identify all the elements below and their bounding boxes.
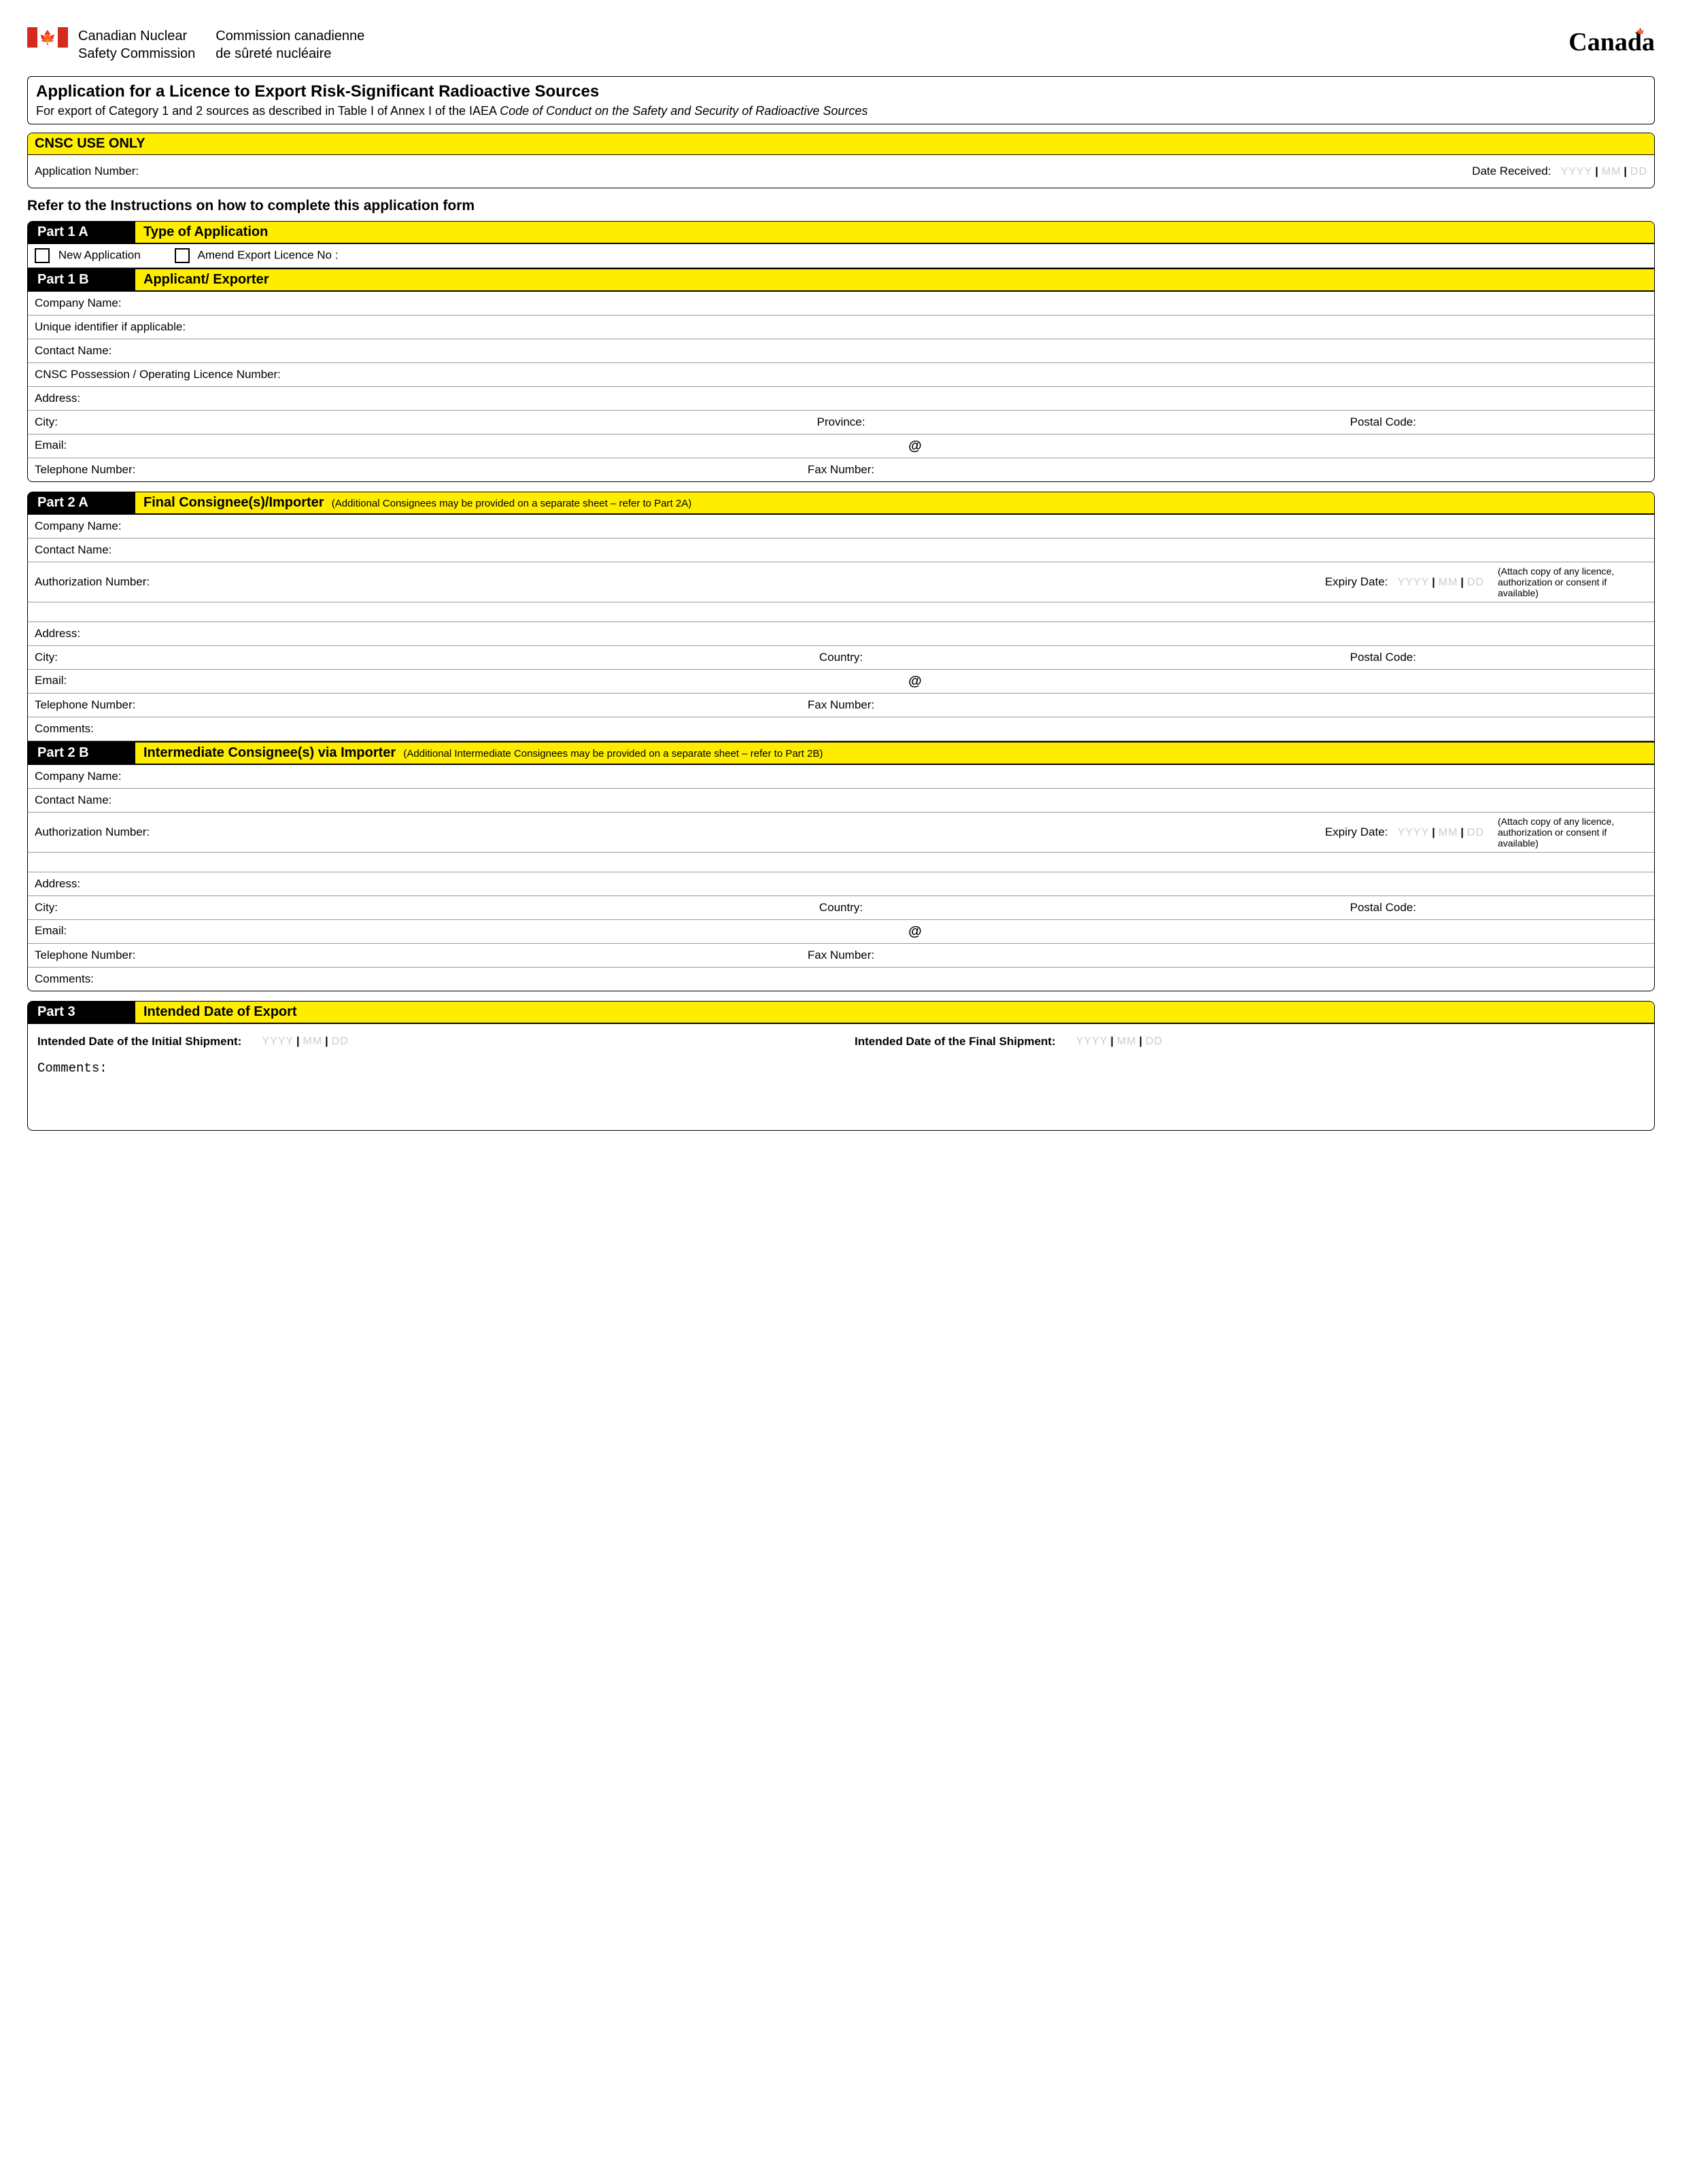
instruction-heading: Refer to the Instructions on how to comp… [27,198,1655,214]
amend-checkbox[interactable] [175,248,190,263]
amend-label: Amend Export Licence No : [198,248,339,261]
page-header: 🍁 Canadian Nuclear Safety Commission Com… [27,27,1655,63]
p2b-comments-label: Comments: [35,972,94,986]
licence-number-label: CNSC Possession / Operating Licence Numb… [35,368,281,381]
header-left: 🍁 Canadian Nuclear Safety Commission Com… [27,27,364,63]
part1a-header: Part 1 A Type of Application [28,222,1654,244]
cnsc-only-box: CNSC USE ONLY Application Number: Date R… [27,133,1655,188]
p2a-city-label: City: [35,651,563,664]
contact-name-label: Contact Name: [35,344,111,358]
date-received-label: Date Received: [1472,165,1551,177]
p2a-address-label: Address: [35,627,80,641]
p3-final-label: Intended Date of the Final Shipment: [855,1035,1056,1048]
p2b-company-label: Company Name: [35,770,122,783]
telephone-label: Telephone Number: [35,463,563,477]
part1-box: Part 1 A Type of Application New Applica… [27,221,1655,482]
p2a-contact-label: Contact Name: [35,543,111,557]
new-application-checkbox[interactable] [35,248,50,263]
address-label: Address: [35,392,80,405]
p2a-fax-label: Fax Number: [577,698,1105,712]
date-received-input[interactable]: YYYY|MM|DD [1561,166,1647,177]
p2b-tel-label: Telephone Number: [35,949,563,962]
p2a-tel-label: Telephone Number: [35,698,563,712]
p2a-expiry-label: Expiry Date: [1325,575,1388,588]
p2b-attach-note: (Attach copy of any licence, authorizati… [1498,816,1647,849]
fax-label: Fax Number: [577,463,1105,477]
postal-label: Postal Code: [1119,415,1647,429]
org-fr-line1: Commission canadienne [216,27,364,45]
company-name-label: Company Name: [35,296,122,310]
p2b-address-label: Address: [35,877,80,891]
province-label: Province: [577,415,1105,429]
unique-id-label: Unique identifier if applicable: [35,320,186,334]
cnsc-only-header: CNSC USE ONLY [28,133,1654,155]
canada-flag-icon: 🍁 [27,27,68,48]
p2b-postal-label: Postal Code: [1119,901,1647,915]
at-symbol: @ [908,924,922,940]
p2a-postal-label: Postal Code: [1119,651,1647,664]
p2b-country-label: Country: [577,901,1105,915]
p2b-expiry-input[interactable]: YYYY|MM|DD [1398,827,1484,838]
p3-comments-label: Comments: [28,1055,1654,1130]
p2a-company-label: Company Name: [35,519,122,533]
part2b-header: Part 2 B Intermediate Consignee(s) via I… [28,741,1654,765]
part3-box: Part 3 Intended Date of Export Intended … [27,1001,1655,1131]
title-box: Application for a Licence to Export Risk… [27,76,1655,124]
p2b-contact-label: Contact Name: [35,794,111,807]
canada-wordmark: 🍁 Canada [1568,27,1655,57]
p2b-fax-label: Fax Number: [577,949,1105,962]
app-number-label: Application Number: [35,165,139,178]
p2b-email-label: Email: [35,924,895,940]
part2-box: Part 2 A Final Consignee(s)/Importer (Ad… [27,492,1655,991]
part1b-header: Part 1 B Applicant/ Exporter [28,268,1654,292]
org-en-line1: Canadian Nuclear [78,27,195,45]
org-en-line2: Safety Commission [78,45,195,63]
p2b-expiry-label: Expiry Date: [1325,825,1388,838]
form-title: Application for a Licence to Export Risk… [36,82,1646,101]
p3-final-date-input[interactable]: YYYY|MM|DD [1076,1036,1163,1048]
p2a-comments-label: Comments: [35,722,94,736]
at-symbol: @ [908,674,922,689]
new-application-label: New Application [58,248,141,261]
p2b-city-label: City: [35,901,563,915]
part3-header: Part 3 Intended Date of Export [28,1002,1654,1024]
p3-initial-date-input[interactable]: YYYY|MM|DD [262,1036,348,1048]
city-label: City: [35,415,563,429]
p2a-expiry-input[interactable]: YYYY|MM|DD [1398,577,1484,588]
org-fr-line2: de sûreté nucléaire [216,45,364,63]
p2a-email-label: Email: [35,674,895,689]
p2a-attach-note: (Attach copy of any licence, authorizati… [1498,566,1647,598]
form-subtitle: For export of Category 1 and 2 sources a… [36,104,1646,118]
p3-initial-label: Intended Date of the Initial Shipment: [37,1035,241,1048]
p2a-country-label: Country: [577,651,1105,664]
p2b-auth-label: Authorization Number: [35,825,1311,839]
part2a-header: Part 2 A Final Consignee(s)/Importer (Ad… [28,492,1654,515]
org-names: Canadian Nuclear Safety Commission Commi… [78,27,364,63]
at-symbol: @ [908,439,922,454]
p2a-auth-label: Authorization Number: [35,575,1311,589]
email-label: Email: [35,439,895,454]
